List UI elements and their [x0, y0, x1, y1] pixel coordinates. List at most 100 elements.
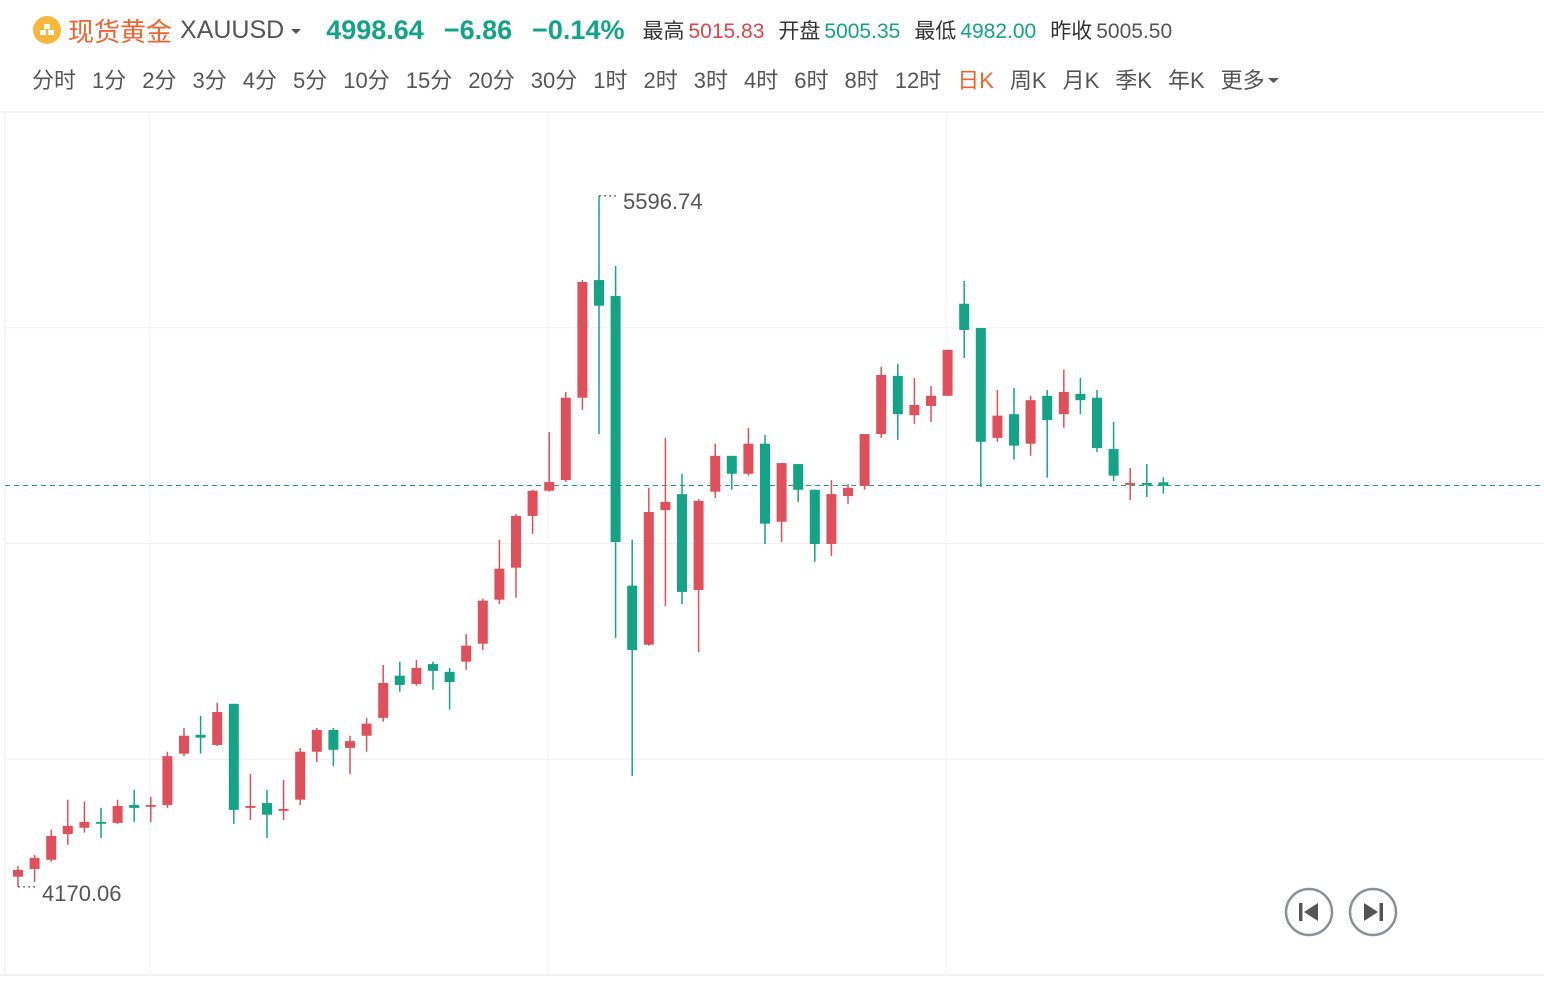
quote-header: 现货黄金 XAUUSD 4998.64 −6.86 −0.14% 最高 5015.…: [32, 10, 1172, 50]
instrument-symbol[interactable]: XAUUSD: [180, 15, 285, 44]
candle-body: [511, 515, 521, 568]
button-icon: [1379, 903, 1383, 921]
button-icon: [1364, 903, 1378, 921]
stat-value: 5005.50: [1096, 20, 1173, 43]
candle-body: [394, 675, 405, 685]
candle-body: [527, 490, 538, 516]
period-tab[interactable]: 2分: [142, 68, 177, 93]
candle-body: [627, 585, 638, 651]
candle-body: [975, 327, 986, 442]
candle-body: [1075, 393, 1086, 401]
stat-label: 开盘: [778, 20, 821, 43]
period-tab[interactable]: 周K: [1009, 68, 1047, 93]
candle-body: [693, 500, 704, 590]
period-tab[interactable]: 8时: [844, 68, 879, 93]
candle-body: [162, 756, 173, 806]
candle-body: [677, 494, 687, 592]
button-icon: [1304, 903, 1318, 921]
candle-body: [577, 281, 588, 398]
candle-body: [643, 512, 654, 645]
period-tab[interactable]: 分时: [32, 68, 77, 93]
caret: [291, 29, 302, 34]
period-tab[interactable]: 2时: [643, 68, 678, 93]
icon-circle: [33, 16, 61, 44]
symbol-dropdown[interactable]: [284, 20, 306, 40]
stat-label: 昨收: [1050, 20, 1093, 43]
candle-body: [843, 487, 853, 497]
period-tab[interactable]: 5分: [293, 68, 328, 93]
price-change-pct: −0.14%: [532, 14, 625, 45]
candle-body: [262, 803, 272, 815]
candle-body: [1108, 449, 1119, 476]
candle-body: [826, 494, 837, 544]
period-tab[interactable]: 季K: [1115, 68, 1152, 93]
period-tab[interactable]: 4时: [743, 68, 779, 93]
candle-body: [411, 667, 422, 684]
candle-body: [1158, 482, 1169, 486]
candle-body: [179, 735, 189, 754]
period-tab[interactable]: 4分: [242, 68, 278, 93]
candle-body: [959, 303, 970, 330]
period-tab[interactable]: 1时: [593, 68, 628, 93]
candle-body: [311, 729, 322, 752]
period-tab[interactable]: 月K: [1062, 68, 1100, 93]
candle-body: [710, 455, 721, 492]
candle-body: [544, 481, 555, 491]
candle-body: [1092, 397, 1102, 449]
candle-body: [660, 501, 671, 511]
replay-next-button[interactable]: [1348, 887, 1398, 937]
candle-body: [195, 734, 206, 738]
period-tab[interactable]: 年K: [1167, 68, 1205, 93]
candle-body: [1141, 482, 1152, 485]
icon-bar: [40, 30, 46, 35]
stat-value: 4982.00: [960, 20, 1037, 43]
candle-body: [361, 723, 372, 736]
candle-body: [992, 415, 1003, 438]
candle-body: [278, 808, 289, 811]
period-tab[interactable]: 日K: [957, 68, 994, 93]
candle-body: [228, 703, 239, 810]
candle-body: [145, 805, 156, 807]
period-tab[interactable]: 10分: [343, 68, 390, 93]
candle-body: [743, 443, 754, 474]
candle-body: [62, 825, 73, 835]
candle-body: [594, 280, 604, 306]
candle-body: [46, 836, 57, 860]
candle-body: [96, 821, 106, 824]
instrument-name: 现货黄金: [68, 16, 173, 47]
period-tab[interactable]: 6时: [794, 68, 829, 93]
stats: 最高 5015.83 开盘 5005.35 最低 4982.00 昨收 5005.50: [628, 15, 1172, 45]
period-tab[interactable]: 1分: [92, 68, 127, 93]
candle-body: [726, 455, 737, 474]
more-caret[interactable]: [1267, 69, 1281, 89]
period-tab[interactable]: 12时: [894, 68, 942, 93]
candle-body: [760, 443, 770, 524]
candle-body: [129, 805, 140, 808]
period-tab[interactable]: 3分: [192, 68, 227, 93]
period-tab[interactable]: 3时: [693, 68, 728, 93]
candle-body: [1042, 395, 1053, 421]
candle-body: [295, 751, 306, 800]
icon-bar: [48, 30, 54, 35]
candle-body: [378, 682, 389, 718]
candle-body: [444, 671, 455, 683]
candle-body: [926, 395, 936, 406]
candle-body: [29, 857, 40, 869]
candle-body: [610, 296, 621, 543]
period-tab[interactable]: 15分: [405, 68, 453, 93]
candle-body: [494, 568, 505, 600]
replay-prev-button[interactable]: [1284, 887, 1334, 937]
candle-body: [1125, 482, 1136, 485]
candle-body: [79, 821, 90, 828]
candle-body: [328, 729, 339, 750]
candle-body: [477, 600, 488, 644]
period-tab[interactable]: 20分: [468, 68, 515, 93]
candle-body: [428, 664, 438, 671]
period-tab[interactable]: 更多: [1220, 68, 1265, 93]
candle-body: [776, 463, 787, 522]
candle-body: [345, 741, 355, 748]
period-tab[interactable]: 30分: [530, 68, 578, 93]
price-change: −6.86: [443, 14, 513, 45]
